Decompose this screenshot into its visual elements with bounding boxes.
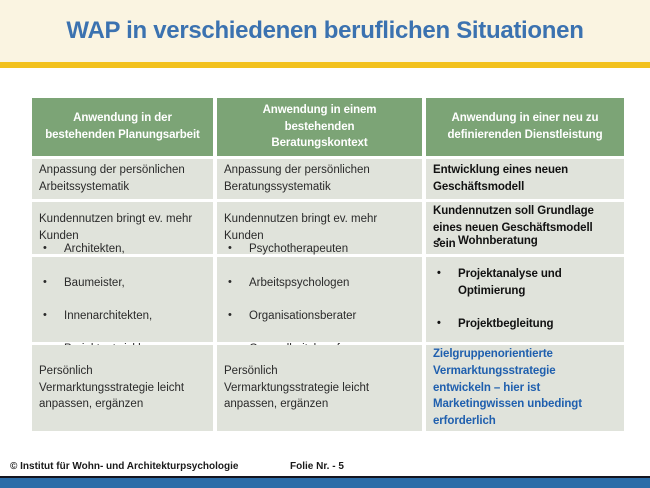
cell-vermarktung-beratung: Persönlich Vermarktungsstrategie leicht … xyxy=(217,345,422,431)
col-header-beratungskontext: Anwendung in einem bestehenden Beratungs… xyxy=(217,98,422,156)
list-item: • Architekten, xyxy=(34,241,211,258)
cell-kundennutzen-beratung: Kundennutzen bringt ev. mehr Kunden xyxy=(217,202,422,254)
slide-title: WAP in verschiedenen beruflichen Situati… xyxy=(66,17,584,44)
wap-table: Anwendung in der bestehenden Planungsarb… xyxy=(32,98,624,431)
list-item: • Projektanalyse und Optimierung xyxy=(428,266,622,299)
list-item: • Baumeister, xyxy=(34,275,211,292)
list-item: • Arbeitspsychologen xyxy=(219,275,420,292)
cell-kundennutzen-planung: Kundennutzen bringt ev. mehr Kunden xyxy=(32,202,213,254)
title-band: WAP in verschiedenen beruflichen Situati… xyxy=(0,0,650,62)
bullet-icon: • xyxy=(437,267,441,280)
cell-dienstleistungen-neu: • Wohnberatung • Projektanalyse und Optimi… xyxy=(426,234,624,364)
list-item: • Psychotherapeuten xyxy=(219,241,420,258)
slide-footer: © Institut für Wohn- und Architekturpsyc… xyxy=(10,460,640,476)
cell-kundennutzen-grundlage: Kundennutzen soll Grundlage eines neuen … xyxy=(426,202,624,254)
bullet-icon: • xyxy=(437,233,441,246)
bullet-icon: • xyxy=(228,242,232,255)
cell-berufe-beratung: • Psychotherapeuten • Arbeitspsychologen •… xyxy=(217,242,422,355)
bullet-icon: • xyxy=(43,242,47,255)
bullet-icon: • xyxy=(43,308,47,321)
bottom-accent-bar xyxy=(0,478,650,488)
gold-divider xyxy=(0,62,650,68)
footer-divider xyxy=(0,476,650,478)
cell-vermarktung-planung: Persönlich Vermarktungsstrategie leicht … xyxy=(32,345,213,431)
cell-beratungssystematik: Anpassung der persönlichen Beratungssyst… xyxy=(217,159,422,199)
col-header-dienstleistung: Anwendung in einer neu zu definierenden … xyxy=(426,98,624,156)
cell-geschaeftsmodell-entwicklung: Entwicklung eines neuen Geschäftsmodell xyxy=(426,159,624,199)
list-item: • Innenarchitekten, xyxy=(34,308,211,325)
copyright-text: © Institut für Wohn- und Architekturpsyc… xyxy=(10,461,239,472)
slide-number: Folie Nr. - 5 xyxy=(290,461,344,472)
list-item: • Wohnberatung xyxy=(428,233,622,250)
bullet-icon: • xyxy=(43,275,47,288)
list-item: • Projektbegleitung xyxy=(428,316,622,333)
cell-vermarktung-zielgruppe: Zielgruppenorientierte Vermarktungsstrat… xyxy=(426,345,624,431)
bullet-icon: • xyxy=(228,308,232,321)
cell-arbeitssystematik: Anpassung der persönlichen Arbeitssystem… xyxy=(32,159,213,199)
cell-berufe-planung: • Architekten, • Baumeister, • Innenarchite… xyxy=(32,242,213,355)
bullet-icon: • xyxy=(437,317,441,330)
list-item: • Organisationsberater xyxy=(219,308,420,325)
col-header-planungsarbeit: Anwendung in der bestehenden Planungsarb… xyxy=(32,98,213,156)
bullet-icon: • xyxy=(228,275,232,288)
